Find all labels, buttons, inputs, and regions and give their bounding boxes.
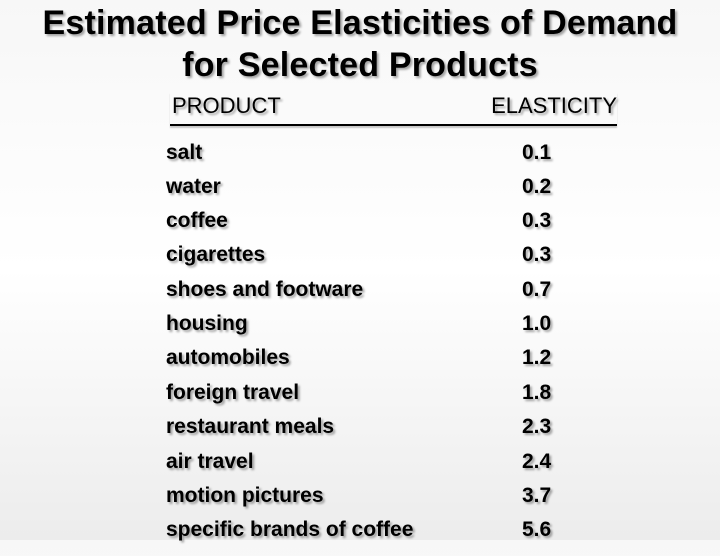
column-header-product: PRODUCT — [172, 93, 281, 118]
elasticity-value: 1.8 — [522, 381, 552, 404]
column-header-elasticity: ELASTICITY — [491, 93, 617, 118]
elasticity-value: 1.2 — [522, 346, 552, 369]
elasticity-value: 0.3 — [522, 209, 552, 232]
table-row: restaurant meals 2.3 — [0, 410, 720, 444]
table-header: PRODUCT ELASTICITY — [170, 92, 617, 126]
table-row: automobiles 1.2 — [0, 341, 720, 375]
table-row: water 0.2 — [0, 170, 720, 204]
product-name: coffee — [166, 209, 228, 232]
table-row: motion pictures 3.7 — [0, 479, 720, 513]
product-name: housing — [166, 312, 248, 335]
product-name: water — [166, 175, 221, 198]
elasticity-value: 2.3 — [522, 415, 552, 438]
table-row: salt 0.1 — [0, 136, 720, 170]
product-name: shoes and footware — [166, 278, 364, 301]
product-name: specific brands of coffee — [166, 518, 414, 541]
product-name: cigarettes — [166, 243, 266, 266]
table-row: cigarettes 0.3 — [0, 238, 720, 272]
elasticity-value: 0.7 — [522, 278, 552, 301]
elasticity-value: 0.2 — [522, 175, 552, 198]
product-name: automobiles — [166, 346, 290, 369]
table-row: coffee 0.3 — [0, 204, 720, 238]
slide-title-line-1: Estimated Price Elasticities of Demand — [42, 4, 678, 42]
elasticity-value: 2.4 — [522, 450, 552, 473]
elasticity-value: 3.7 — [522, 484, 552, 507]
elasticity-value: 0.3 — [522, 243, 552, 266]
table-row: specific brands of coffee 5.6 — [0, 513, 720, 547]
elasticity-value: 1.0 — [522, 312, 552, 335]
elasticity-value: 0.1 — [522, 141, 552, 164]
product-name: foreign travel — [166, 381, 300, 404]
table-row: shoes and footware 0.7 — [0, 273, 720, 307]
elasticity-table: salt 0.1 water 0.2 coffee 0.3 cigarettes 0.3 sho… — [0, 136, 720, 556]
table-row: air travel 2.4 — [0, 445, 720, 479]
product-name: salt — [166, 141, 203, 164]
product-name: air travel — [166, 450, 254, 473]
table-row: foreign travel 1.8 — [0, 376, 720, 410]
elasticity-value: 5.6 — [522, 518, 552, 541]
slide-title-line-2: for Selected Products — [182, 46, 538, 84]
table-row: housing 1.0 — [0, 307, 720, 341]
product-name: restaurant meals — [166, 415, 335, 438]
product-name: motion pictures — [166, 484, 324, 507]
slide-title: Estimated Price Elasticities of Demand f… — [0, 2, 720, 86]
